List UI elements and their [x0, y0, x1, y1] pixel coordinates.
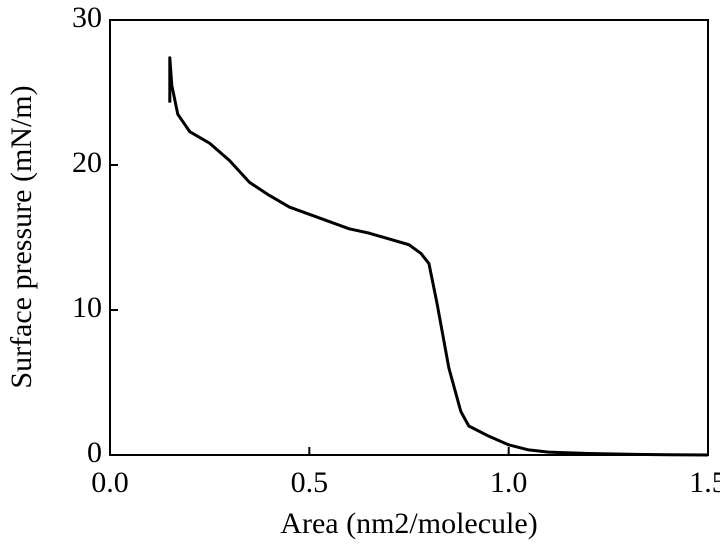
y-axis-label: Surface pressure (mN/m): [5, 85, 38, 388]
plot-frame: [109, 19, 709, 456]
y-tick-label: 10: [72, 291, 102, 324]
y-tick-label: 20: [72, 146, 102, 179]
y-tick-label: 0: [87, 436, 102, 469]
x-tick-label: 0.0: [91, 466, 129, 499]
x-tick-label: 1.5: [689, 466, 720, 499]
x-axis-label: Area (nm2/molecule): [280, 507, 537, 540]
data-line: [168, 56, 709, 457]
x-tick-label: 0.5: [291, 466, 329, 499]
y-tick-label: 30: [72, 1, 102, 34]
x-tick-label: 1.0: [490, 466, 528, 499]
